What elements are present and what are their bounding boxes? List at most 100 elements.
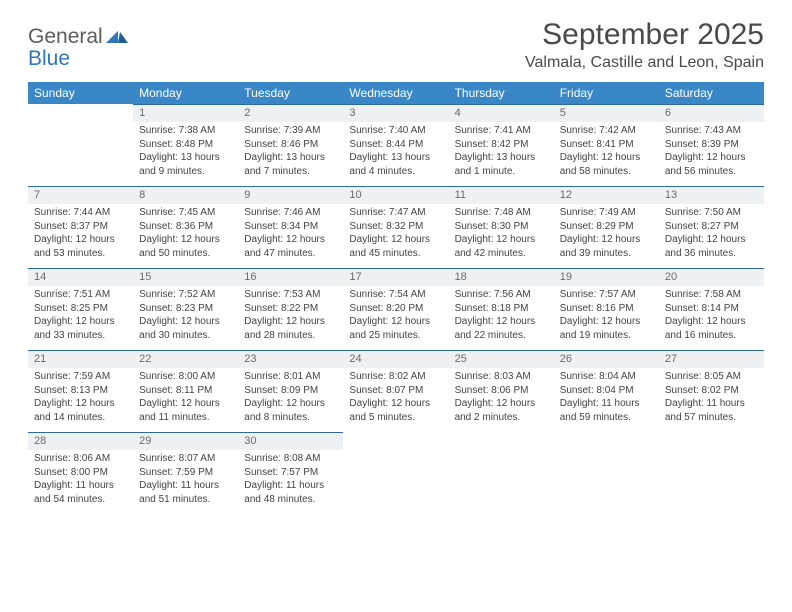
daylight-text: Daylight: 13 hours and 1 minute.	[455, 151, 548, 178]
day-cell: 11Sunrise: 7:48 AMSunset: 8:30 PMDayligh…	[449, 186, 554, 268]
day-details: Sunrise: 8:04 AMSunset: 8:04 PMDaylight:…	[554, 368, 659, 428]
day-number: 18	[449, 268, 554, 286]
calendar-page: General Blue September 2025 Valmala, Cas…	[0, 0, 792, 528]
day-number: 3	[343, 104, 448, 122]
day-details: Sunrise: 7:58 AMSunset: 8:14 PMDaylight:…	[659, 286, 764, 346]
day-cell: 8Sunrise: 7:45 AMSunset: 8:36 PMDaylight…	[133, 186, 238, 268]
month-title: September 2025	[525, 18, 764, 52]
day-header: Monday	[133, 82, 238, 104]
day-number: 12	[554, 186, 659, 204]
sunrise-text: Sunrise: 7:43 AM	[665, 124, 758, 138]
day-cell	[449, 432, 554, 510]
day-details: Sunrise: 7:52 AMSunset: 8:23 PMDaylight:…	[133, 286, 238, 346]
day-number: 4	[449, 104, 554, 122]
daylight-text: Daylight: 12 hours and 2 minutes.	[455, 397, 548, 424]
day-cell	[554, 432, 659, 510]
sunrise-text: Sunrise: 7:38 AM	[139, 124, 232, 138]
sunset-text: Sunset: 8:04 PM	[560, 384, 653, 398]
day-header: Saturday	[659, 82, 764, 104]
daylight-text: Daylight: 13 hours and 9 minutes.	[139, 151, 232, 178]
sunrise-text: Sunrise: 7:48 AM	[455, 206, 548, 220]
daylight-text: Daylight: 12 hours and 25 minutes.	[349, 315, 442, 342]
daylight-text: Daylight: 12 hours and 53 minutes.	[34, 233, 127, 260]
sunset-text: Sunset: 8:11 PM	[139, 384, 232, 398]
daylight-text: Daylight: 12 hours and 8 minutes.	[244, 397, 337, 424]
sunrise-text: Sunrise: 7:51 AM	[34, 288, 127, 302]
day-details: Sunrise: 8:03 AMSunset: 8:06 PMDaylight:…	[449, 368, 554, 428]
daylight-text: Daylight: 12 hours and 28 minutes.	[244, 315, 337, 342]
sunrise-text: Sunrise: 7:58 AM	[665, 288, 758, 302]
sunrise-text: Sunrise: 7:41 AM	[455, 124, 548, 138]
sunset-text: Sunset: 8:41 PM	[560, 138, 653, 152]
sunrise-text: Sunrise: 8:08 AM	[244, 452, 337, 466]
day-details: Sunrise: 7:49 AMSunset: 8:29 PMDaylight:…	[554, 204, 659, 264]
day-header: Tuesday	[238, 82, 343, 104]
sunrise-text: Sunrise: 8:05 AM	[665, 370, 758, 384]
day-cell: 14Sunrise: 7:51 AMSunset: 8:25 PMDayligh…	[28, 268, 133, 350]
sunrise-text: Sunrise: 7:44 AM	[34, 206, 127, 220]
day-details: Sunrise: 7:39 AMSunset: 8:46 PMDaylight:…	[238, 122, 343, 182]
sunset-text: Sunset: 8:25 PM	[34, 302, 127, 316]
day-number: 19	[554, 268, 659, 286]
sunrise-text: Sunrise: 7:52 AM	[139, 288, 232, 302]
sunrise-text: Sunrise: 7:50 AM	[665, 206, 758, 220]
sunrise-text: Sunrise: 7:40 AM	[349, 124, 442, 138]
day-number: 27	[659, 350, 764, 368]
day-cell: 17Sunrise: 7:54 AMSunset: 8:20 PMDayligh…	[343, 268, 448, 350]
sunset-text: Sunset: 8:13 PM	[34, 384, 127, 398]
day-number: 5	[554, 104, 659, 122]
sunset-text: Sunset: 8:44 PM	[349, 138, 442, 152]
day-cell: 16Sunrise: 7:53 AMSunset: 8:22 PMDayligh…	[238, 268, 343, 350]
sunset-text: Sunset: 8:37 PM	[34, 220, 127, 234]
day-details: Sunrise: 7:38 AMSunset: 8:48 PMDaylight:…	[133, 122, 238, 182]
day-number: 14	[28, 268, 133, 286]
logo: General Blue	[28, 26, 128, 70]
day-cell: 12Sunrise: 7:49 AMSunset: 8:29 PMDayligh…	[554, 186, 659, 268]
day-number: 30	[238, 432, 343, 450]
sunrise-text: Sunrise: 7:45 AM	[139, 206, 232, 220]
day-details: Sunrise: 7:40 AMSunset: 8:44 PMDaylight:…	[343, 122, 448, 182]
day-details: Sunrise: 8:08 AMSunset: 7:57 PMDaylight:…	[238, 450, 343, 510]
day-cell: 6Sunrise: 7:43 AMSunset: 8:39 PMDaylight…	[659, 104, 764, 186]
day-cell: 19Sunrise: 7:57 AMSunset: 8:16 PMDayligh…	[554, 268, 659, 350]
week-row: 7Sunrise: 7:44 AMSunset: 8:37 PMDaylight…	[28, 186, 764, 268]
day-number: 22	[133, 350, 238, 368]
day-number: 29	[133, 432, 238, 450]
week-row: 1Sunrise: 7:38 AMSunset: 8:48 PMDaylight…	[28, 104, 764, 186]
day-cell: 4Sunrise: 7:41 AMSunset: 8:42 PMDaylight…	[449, 104, 554, 186]
sunset-text: Sunset: 8:00 PM	[34, 466, 127, 480]
sunrise-text: Sunrise: 7:54 AM	[349, 288, 442, 302]
daylight-text: Daylight: 12 hours and 36 minutes.	[665, 233, 758, 260]
daylight-text: Daylight: 13 hours and 4 minutes.	[349, 151, 442, 178]
sunrise-text: Sunrise: 8:02 AM	[349, 370, 442, 384]
day-header: Wednesday	[343, 82, 448, 104]
sunrise-text: Sunrise: 8:04 AM	[560, 370, 653, 384]
day-details: Sunrise: 7:43 AMSunset: 8:39 PMDaylight:…	[659, 122, 764, 182]
sunset-text: Sunset: 8:22 PM	[244, 302, 337, 316]
sunset-text: Sunset: 8:23 PM	[139, 302, 232, 316]
daylight-text: Daylight: 11 hours and 57 minutes.	[665, 397, 758, 424]
day-number: 15	[133, 268, 238, 286]
day-details: Sunrise: 8:02 AMSunset: 8:07 PMDaylight:…	[343, 368, 448, 428]
day-details: Sunrise: 7:57 AMSunset: 8:16 PMDaylight:…	[554, 286, 659, 346]
daylight-text: Daylight: 12 hours and 19 minutes.	[560, 315, 653, 342]
week-row: 28Sunrise: 8:06 AMSunset: 8:00 PMDayligh…	[28, 432, 764, 510]
day-number: 23	[238, 350, 343, 368]
sunset-text: Sunset: 8:30 PM	[455, 220, 548, 234]
sunset-text: Sunset: 8:20 PM	[349, 302, 442, 316]
day-cell: 25Sunrise: 8:03 AMSunset: 8:06 PMDayligh…	[449, 350, 554, 432]
sunset-text: Sunset: 8:16 PM	[560, 302, 653, 316]
day-cell: 10Sunrise: 7:47 AMSunset: 8:32 PMDayligh…	[343, 186, 448, 268]
day-number: 13	[659, 186, 764, 204]
daylight-text: Daylight: 12 hours and 42 minutes.	[455, 233, 548, 260]
daylight-text: Daylight: 12 hours and 16 minutes.	[665, 315, 758, 342]
daylight-text: Daylight: 12 hours and 47 minutes.	[244, 233, 337, 260]
day-cell	[343, 432, 448, 510]
day-details: Sunrise: 7:46 AMSunset: 8:34 PMDaylight:…	[238, 204, 343, 264]
day-details: Sunrise: 8:05 AMSunset: 8:02 PMDaylight:…	[659, 368, 764, 428]
day-details: Sunrise: 8:07 AMSunset: 7:59 PMDaylight:…	[133, 450, 238, 510]
daylight-text: Daylight: 11 hours and 59 minutes.	[560, 397, 653, 424]
day-cell: 22Sunrise: 8:00 AMSunset: 8:11 PMDayligh…	[133, 350, 238, 432]
sunset-text: Sunset: 8:09 PM	[244, 384, 337, 398]
sunrise-text: Sunrise: 7:59 AM	[34, 370, 127, 384]
